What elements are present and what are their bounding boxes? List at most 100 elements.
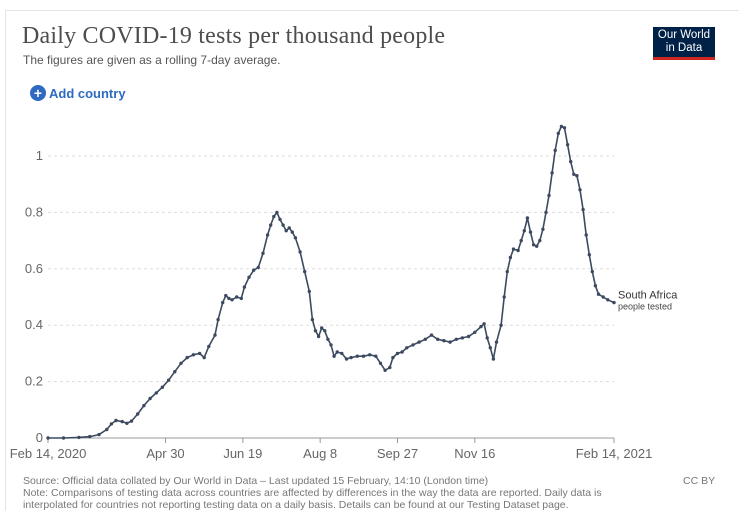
data-point (173, 370, 177, 374)
data-point (538, 238, 542, 243)
data-point (213, 333, 217, 337)
logo-line-2: in Data (665, 42, 703, 54)
series-name-label: South Africa (618, 290, 678, 302)
data-point (191, 353, 196, 357)
license-link[interactable]: CC BY (683, 475, 716, 487)
data-point (519, 238, 523, 243)
data-point (247, 275, 251, 279)
comparison-note-1: Note: Comparisons of testing data across… (23, 487, 602, 499)
y-tick-label: 0 (36, 430, 43, 445)
data-point (105, 427, 109, 432)
data-point (61, 436, 66, 440)
data-point (261, 251, 265, 255)
x-tick-label: Jun 19 (223, 446, 262, 461)
x-tick-label: Feb 14, 2021 (576, 446, 653, 461)
data-point (448, 340, 452, 344)
add-country-label: Add country (49, 85, 126, 101)
grid-lines (48, 155, 614, 439)
data-point (584, 233, 588, 237)
data-point (417, 340, 421, 344)
data-point (202, 355, 206, 360)
data-point (569, 159, 573, 164)
x-tick-label: Apr 30 (146, 446, 184, 461)
data-point (562, 126, 567, 130)
data-point (332, 354, 336, 358)
series-line (48, 125, 615, 439)
data-point (335, 350, 339, 354)
data-point (499, 323, 503, 327)
y-tick-label: 0.6 (25, 261, 43, 276)
data-point (508, 255, 513, 260)
x-tick-label: Aug 8 (303, 446, 337, 461)
chart-subtitle: The figures are given as a rolling 7-day… (23, 53, 281, 67)
data-point (411, 343, 415, 347)
data-point (488, 346, 492, 350)
data-point (361, 354, 366, 358)
data-point (522, 229, 526, 233)
data-point (531, 243, 536, 247)
data-point (391, 355, 395, 360)
data-point (612, 300, 616, 305)
data-point (154, 391, 158, 395)
data-point (547, 193, 551, 198)
data-point (120, 419, 124, 424)
y-tick-label: 0.2 (25, 374, 43, 389)
owid-logo[interactable]: Our World in Data (653, 27, 715, 60)
data-point (256, 265, 260, 270)
data-point (383, 368, 387, 372)
series-sub-label: people tested (618, 302, 672, 312)
data-point (340, 351, 344, 356)
data-point (88, 434, 92, 439)
data-point (265, 233, 270, 237)
y-axis-ticks: 0 0.2 0.4 0.6 0.8 1 (25, 148, 43, 445)
data-point (593, 284, 598, 288)
data-point (235, 295, 239, 299)
plus-circle-icon: + (30, 85, 46, 101)
data-point (142, 403, 146, 408)
data-point (160, 385, 165, 389)
data-point (298, 250, 302, 254)
data-point (423, 337, 427, 341)
data-point (575, 174, 579, 178)
x-tick-label: Feb 14, 2020 (10, 446, 87, 461)
data-point (316, 334, 321, 339)
data-point (344, 357, 349, 361)
data-point (227, 296, 231, 301)
data-point (581, 207, 585, 212)
data-point (541, 227, 545, 231)
data-point (596, 292, 601, 296)
data-point (97, 432, 101, 437)
data-point (278, 217, 282, 222)
add-country-button[interactable]: + Add country (30, 85, 126, 101)
data-point (565, 143, 570, 147)
data-point (400, 350, 404, 354)
source-note: Source: Official data collated by Our Wo… (23, 475, 489, 487)
data-point (587, 253, 591, 257)
x-axis-ticks: Feb 14, 2020 Apr 30 Jun 19 Aug 8 Sep 27 Nov 1… (10, 438, 653, 461)
data-point (349, 355, 353, 360)
x-tick-label: Nov 16 (454, 446, 495, 461)
data-point (491, 357, 496, 361)
data-point (269, 223, 273, 227)
data-point (224, 293, 228, 298)
data-point (230, 298, 234, 302)
chart-footer: Source: Official data collated by Our Wo… (23, 475, 673, 511)
y-tick-label: 0.4 (25, 317, 43, 332)
chart-title: Daily COVID-19 tests per thousand people (22, 23, 446, 49)
data-point (179, 361, 183, 365)
data-point (559, 124, 564, 129)
data-point (129, 419, 134, 423)
data-point (239, 296, 243, 301)
data-point (516, 248, 520, 253)
logo-line-1: Our World (657, 29, 711, 41)
data-point (378, 361, 383, 365)
data-point (572, 172, 576, 176)
data-point (473, 330, 477, 334)
data-point (494, 340, 499, 344)
data-point (511, 247, 516, 251)
data-point (284, 229, 288, 233)
data-point (578, 188, 582, 192)
data-point (287, 226, 291, 230)
